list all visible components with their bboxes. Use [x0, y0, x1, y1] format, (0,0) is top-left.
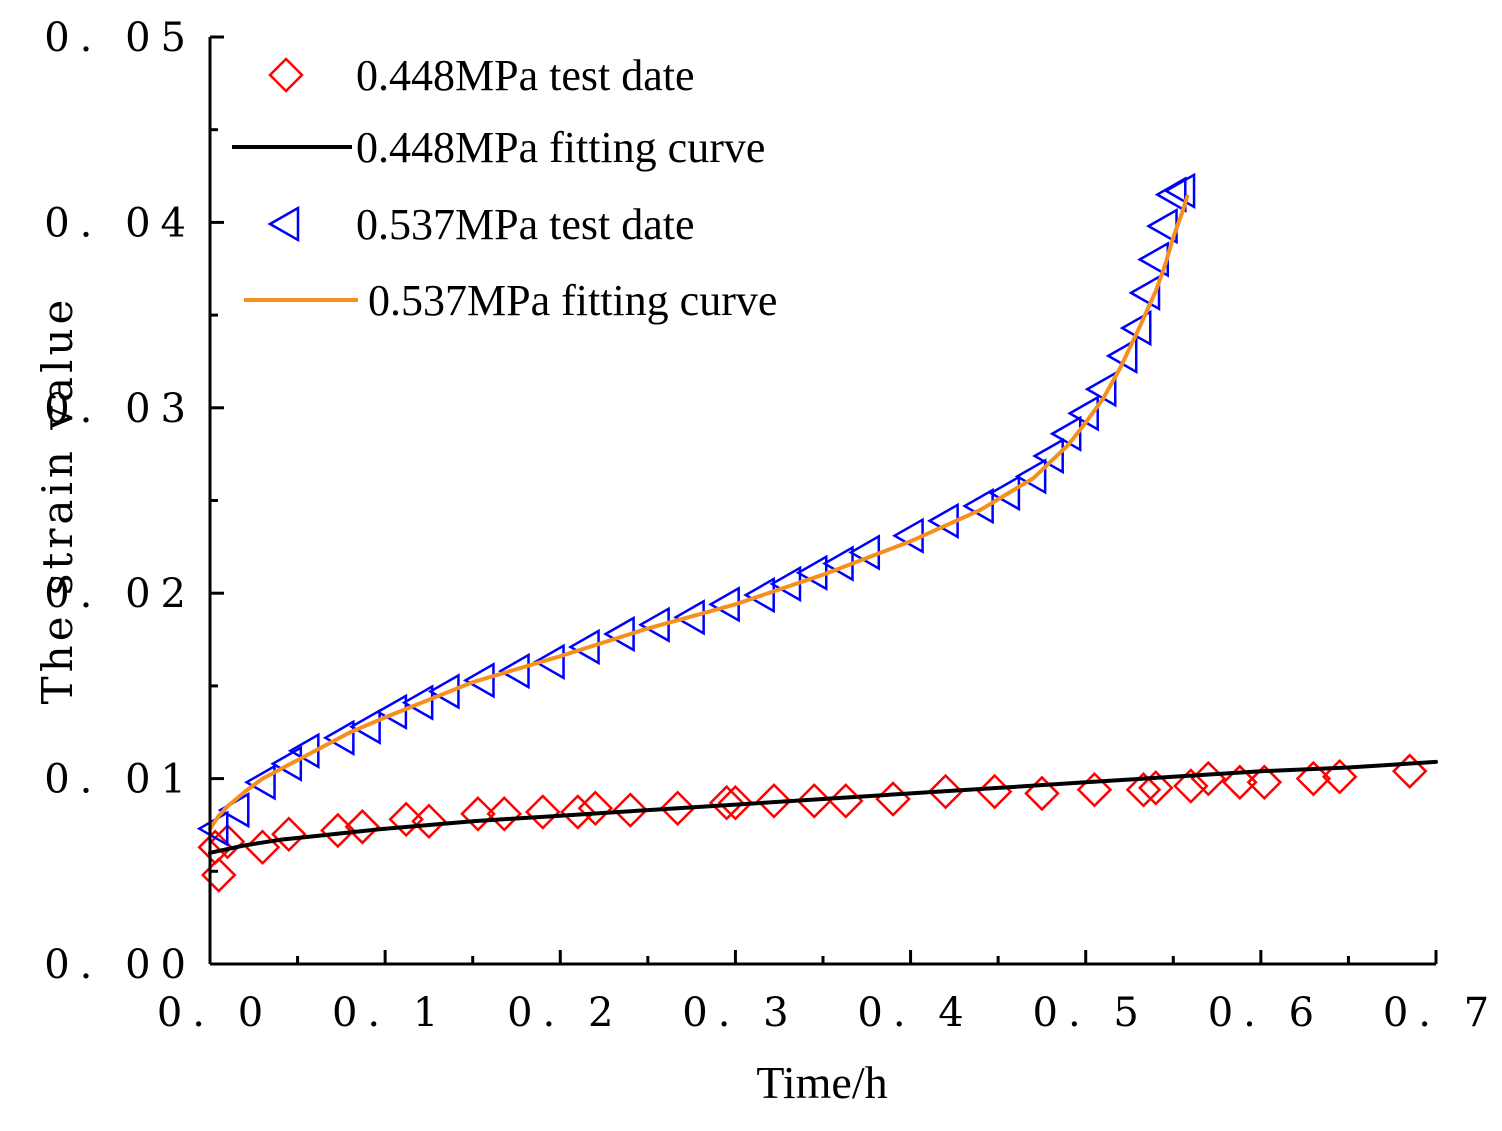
- legend-marker-triangle: [267, 205, 300, 243]
- y-tick-label: 0. 00: [44, 942, 196, 988]
- axis-ticks: [208, 35, 1438, 966]
- data-point-triangle: [1067, 395, 1099, 432]
- y-tick-label: 0. 03: [44, 386, 196, 432]
- data-point-diamond: [271, 816, 307, 852]
- data-point-diamond: [200, 857, 237, 893]
- legend-label: 0.448MPa fitting curve: [356, 123, 765, 172]
- data-point-triangle: [533, 643, 565, 680]
- data-point-diamond: [717, 784, 754, 821]
- legend-label: 0.448MPa test date: [356, 51, 695, 100]
- data-point-diamond: [1125, 771, 1162, 808]
- data-point-diamond: [1295, 760, 1332, 797]
- legend-item-0: 0.448MPa test date: [268, 51, 695, 100]
- data-point-triangle: [962, 487, 994, 525]
- legend-label: 0.537MPa test date: [356, 200, 695, 249]
- data-point-triangle: [743, 576, 775, 614]
- data-point-diamond: [577, 790, 614, 827]
- data-point-diamond: [460, 796, 496, 832]
- data-point-triangle: [427, 673, 460, 710]
- data-point-triangle: [497, 652, 530, 690]
- legend-marker-diamond: [268, 57, 304, 93]
- y-tick-label: 0. 05: [44, 15, 196, 61]
- data-point-diamond: [1321, 758, 1358, 795]
- y-tick-label: 0. 04: [44, 200, 196, 246]
- series-3: [208, 194, 1190, 831]
- legend-item-2: 0.537MPa test date: [267, 200, 695, 249]
- data-point-triangle: [322, 719, 355, 756]
- x-tick-label: 0. 6: [1208, 990, 1324, 1036]
- data-point-triangle: [401, 684, 434, 721]
- data-point-diamond: [411, 803, 447, 840]
- data-point-diamond: [525, 794, 561, 830]
- plot-series: [196, 172, 1438, 893]
- data-point-diamond: [486, 796, 523, 832]
- y-axis-title: The strain value: [33, 296, 82, 705]
- data-point-diamond: [1173, 768, 1209, 804]
- x-tick-label: 0. 3: [682, 990, 798, 1036]
- data-point-diamond: [1024, 775, 1060, 812]
- data-point-diamond: [659, 790, 696, 827]
- data-point-triangle: [988, 474, 1021, 512]
- x-tick-label: 0. 7: [1383, 990, 1499, 1036]
- y-tick-labels: 0. 00 0. 01 0. 02 0. 03 0. 04 0. 05: [44, 15, 196, 988]
- data-point-triangle: [1014, 458, 1047, 495]
- data-point-diamond: [708, 784, 745, 821]
- data-point-triangle: [244, 764, 276, 801]
- data-point-diamond: [209, 823, 246, 860]
- series-0: [197, 753, 1428, 893]
- x-tick-label: 0. 1: [332, 990, 448, 1036]
- y-tick-label: 0. 02: [44, 571, 196, 617]
- data-point-diamond: [1190, 760, 1227, 797]
- fit-curve-line: [208, 759, 1438, 855]
- fit-curve-line: [208, 194, 1190, 831]
- data-point-triangle: [1163, 172, 1196, 210]
- data-point-diamond: [560, 794, 596, 830]
- data-point-diamond: [828, 783, 864, 819]
- data-point-diamond: [927, 773, 964, 810]
- data-point-triangle: [795, 554, 828, 591]
- data-point-diamond: [1076, 771, 1113, 808]
- x-axis-title: Time/h: [756, 1057, 887, 1108]
- data-point-diamond: [1138, 770, 1174, 806]
- legend-item-1: 0.448MPa fitting curve: [232, 123, 765, 172]
- data-point-triangle: [462, 662, 495, 699]
- data-point-triangle: [270, 745, 303, 782]
- data-point-diamond: [1391, 753, 1428, 789]
- data-point-triangle: [1128, 274, 1161, 312]
- data-point-diamond: [976, 773, 1013, 810]
- y-tick-label: 0. 01: [44, 757, 196, 803]
- data-point-triangle: [568, 628, 600, 666]
- data-point-triangle: [1049, 415, 1082, 452]
- legend-item-3: 0.537MPa fitting curve: [244, 276, 777, 325]
- data-point-triangle: [1084, 371, 1117, 408]
- x-tick-label: 0. 0: [157, 990, 273, 1036]
- x-tick-label: 0. 5: [1033, 990, 1149, 1036]
- data-point-diamond: [756, 783, 792, 819]
- data-point-triangle: [673, 599, 705, 636]
- x-tick-label: 0. 2: [507, 990, 623, 1036]
- data-point-diamond: [344, 809, 381, 845]
- data-point-diamond: [1222, 764, 1258, 801]
- data-point-diamond: [1246, 764, 1283, 801]
- x-tick-labels: 0. 0 0. 1 0. 2 0. 3 0. 4 0. 5 0. 6 0. 7: [157, 990, 1499, 1036]
- data-point-diamond: [388, 801, 424, 838]
- data-point-diamond: [796, 783, 833, 819]
- data-point-diamond: [612, 792, 649, 828]
- data-point-triangle: [349, 708, 381, 745]
- legend: 0.448MPa test date 0.448MPa fitting curve…: [232, 51, 777, 325]
- data-point-diamond: [875, 781, 911, 817]
- data-point-triangle: [375, 693, 408, 731]
- legend-label: 0.537MPa fitting curve: [368, 276, 777, 325]
- series-1: [208, 759, 1438, 855]
- x-tick-label: 0. 4: [857, 990, 973, 1036]
